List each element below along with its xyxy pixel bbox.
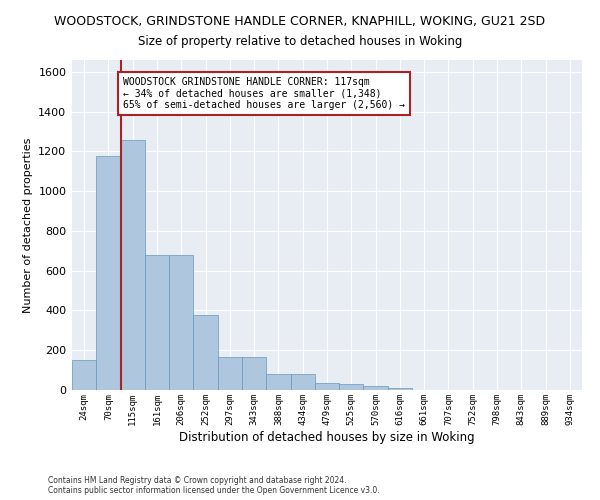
Text: WOODSTOCK, GRINDSTONE HANDLE CORNER, KNAPHILL, WOKING, GU21 2SD: WOODSTOCK, GRINDSTONE HANDLE CORNER, KNA…: [55, 15, 545, 28]
Bar: [315, 383, 339, 390]
Text: Size of property relative to detached houses in Woking: Size of property relative to detached ho…: [138, 35, 462, 48]
Text: Contains HM Land Registry data © Crown copyright and database right 2024.
Contai: Contains HM Land Registry data © Crown c…: [48, 476, 380, 495]
Bar: [364, 386, 388, 390]
X-axis label: Distribution of detached houses by size in Woking: Distribution of detached houses by size …: [179, 430, 475, 444]
Bar: [72, 360, 96, 390]
Bar: [96, 156, 121, 390]
Bar: [290, 374, 315, 390]
Bar: [121, 140, 145, 390]
Bar: [339, 384, 364, 390]
Bar: [193, 316, 218, 390]
Bar: [169, 255, 193, 390]
Bar: [145, 255, 169, 390]
Bar: [266, 374, 290, 390]
Bar: [242, 357, 266, 390]
Text: WOODSTOCK GRINDSTONE HANDLE CORNER: 117sqm
← 34% of detached houses are smaller : WOODSTOCK GRINDSTONE HANDLE CORNER: 117s…: [123, 77, 405, 110]
Bar: [218, 357, 242, 390]
Bar: [388, 388, 412, 390]
Y-axis label: Number of detached properties: Number of detached properties: [23, 138, 33, 312]
